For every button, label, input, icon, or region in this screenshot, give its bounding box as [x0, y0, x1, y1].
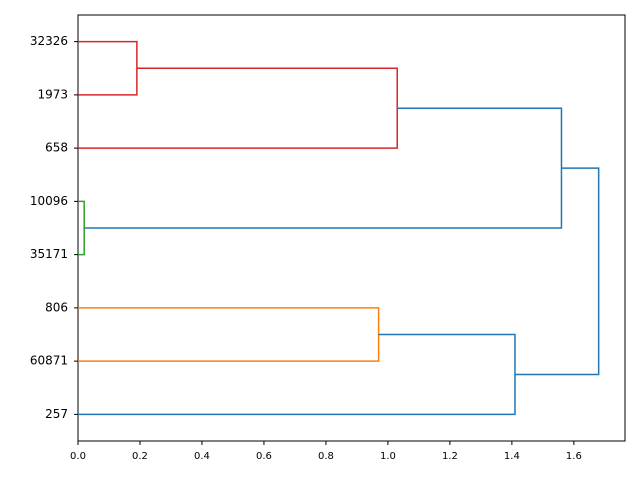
- leaf-label: 35171: [30, 247, 68, 261]
- dendrogram-link: [78, 200, 85, 256]
- dendrogram-link: [78, 307, 380, 362]
- dendrogram-link: [84, 107, 563, 229]
- x-tick-label: 0.8: [318, 451, 334, 462]
- dendrogram-link: [514, 167, 600, 376]
- dendrogram-link: [78, 67, 398, 149]
- leaf-label: 10096: [30, 194, 68, 208]
- leaf-label: 60871: [30, 354, 68, 368]
- x-tick-label: 1.4: [504, 451, 520, 462]
- leaf-label: 257: [45, 407, 68, 421]
- x-tick-label: 1.6: [566, 451, 582, 462]
- dendrogram-link: [78, 40, 138, 96]
- x-tick-label: 0.4: [194, 451, 210, 462]
- leaf-label: 1973: [37, 87, 68, 101]
- plot-frame: [77, 14, 626, 442]
- dendrogram-link: [78, 333, 516, 416]
- leaf-label: 658: [45, 141, 68, 155]
- x-tick-label: 0.0: [70, 451, 86, 462]
- x-tick-label: 0.6: [256, 451, 272, 462]
- leaf-label: 806: [45, 300, 68, 314]
- x-tick-label: 1.0: [380, 451, 396, 462]
- x-tick-label: 0.2: [132, 451, 148, 462]
- leaf-label: 32326: [30, 34, 68, 48]
- x-tick-label: 1.2: [442, 451, 458, 462]
